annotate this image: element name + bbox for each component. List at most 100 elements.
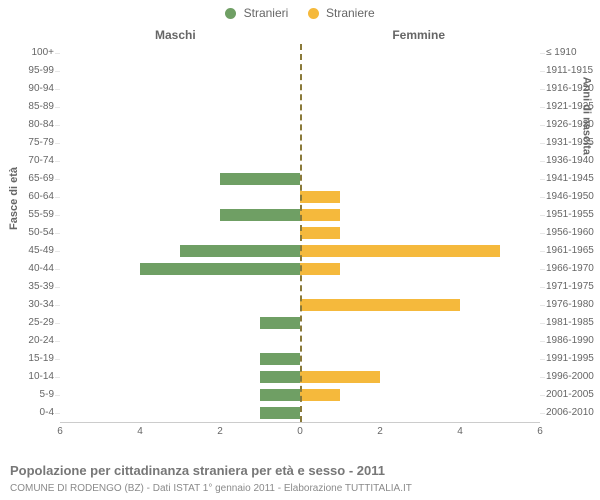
tick-right: [540, 143, 545, 144]
y-axis-title-left: Fasce di età: [8, 167, 20, 230]
tick-right: [540, 161, 545, 162]
birth-year-label: 1971-1975: [546, 278, 594, 296]
birth-year-label: 1961-1965: [546, 242, 594, 260]
tick-left: [55, 89, 60, 90]
age-label: 20-24: [28, 332, 54, 350]
bar-male: [140, 263, 300, 275]
tick-right: [540, 251, 545, 252]
x-axis: 6420246: [60, 422, 540, 444]
tick-left: [55, 305, 60, 306]
age-label: 95-99: [28, 62, 54, 80]
tick-right: [540, 125, 545, 126]
age-label: 15-19: [28, 350, 54, 368]
bar-female: [300, 263, 340, 275]
tick-left: [55, 323, 60, 324]
legend-item-female: Straniere: [308, 6, 375, 20]
age-label: 90-94: [28, 80, 54, 98]
birth-year-label: 1996-2000: [546, 368, 594, 386]
age-label: 5-9: [40, 386, 54, 404]
age-label: 10-14: [28, 368, 54, 386]
tick-left: [55, 71, 60, 72]
tick-right: [540, 71, 545, 72]
tick-right: [540, 413, 545, 414]
chart-subtitle: COMUNE DI RODENGO (BZ) - Dati ISTAT 1° g…: [10, 483, 412, 494]
bar-female: [300, 245, 500, 257]
age-label: 30-34: [28, 296, 54, 314]
bar-male: [180, 245, 300, 257]
tick-left: [55, 107, 60, 108]
bar-female: [300, 389, 340, 401]
tick-left: [55, 233, 60, 234]
tick-right: [540, 287, 545, 288]
age-label: 70-74: [28, 152, 54, 170]
age-label: 75-79: [28, 134, 54, 152]
tick-left: [55, 413, 60, 414]
tick-right: [540, 107, 545, 108]
tick-left: [55, 179, 60, 180]
x-tick-label: 6: [537, 426, 543, 437]
birth-year-label: 1966-1970: [546, 260, 594, 278]
tick-left: [55, 161, 60, 162]
x-tick-label: 2: [377, 426, 383, 437]
bar-male: [260, 389, 300, 401]
x-tick-label: 4: [137, 426, 143, 437]
birth-year-label: 1941-1945: [546, 170, 594, 188]
legend-swatch-male: [225, 8, 236, 19]
age-label: 0-4: [40, 404, 54, 422]
bar-female: [300, 227, 340, 239]
tick-right: [540, 341, 545, 342]
tick-left: [55, 251, 60, 252]
birth-year-label: 1991-1995: [546, 350, 594, 368]
age-label: 45-49: [28, 242, 54, 260]
birth-year-label: 1956-1960: [546, 224, 594, 242]
tick-right: [540, 179, 545, 180]
birth-year-label: 1951-1955: [546, 206, 594, 224]
bar-female: [300, 209, 340, 221]
tick-left: [55, 359, 60, 360]
bar-female: [300, 299, 460, 311]
tick-left: [55, 125, 60, 126]
tick-left: [55, 395, 60, 396]
tick-right: [540, 395, 545, 396]
birth-year-label: 1911-1915: [546, 62, 593, 80]
tick-right: [540, 269, 545, 270]
tick-right: [540, 215, 545, 216]
bar-male: [220, 173, 300, 185]
birth-year-label: 1986-1990: [546, 332, 594, 350]
plot-area: 100+≤ 191095-991911-191590-941916-192085…: [60, 44, 540, 444]
tick-right: [540, 197, 545, 198]
birth-year-label: 1946-1950: [546, 188, 594, 206]
age-label: 100+: [31, 44, 54, 62]
birth-year-label: 1936-1940: [546, 152, 594, 170]
birth-year-label: 2001-2005: [546, 386, 594, 404]
tick-left: [55, 53, 60, 54]
age-label: 50-54: [28, 224, 54, 242]
birth-year-label: 1926-1930: [546, 116, 594, 134]
bar-male: [260, 371, 300, 383]
age-label: 40-44: [28, 260, 54, 278]
bar-male: [260, 407, 300, 419]
birth-year-label: 1916-1920: [546, 80, 594, 98]
tick-right: [540, 359, 545, 360]
tick-right: [540, 53, 545, 54]
legend-label-male: Stranieri: [244, 6, 289, 20]
legend-label-female: Straniere: [326, 6, 375, 20]
tick-right: [540, 305, 545, 306]
tick-right: [540, 323, 545, 324]
tick-left: [55, 143, 60, 144]
age-label: 65-69: [28, 170, 54, 188]
tick-left: [55, 197, 60, 198]
age-label: 35-39: [28, 278, 54, 296]
birth-year-label: ≤ 1910: [546, 44, 577, 62]
age-label: 60-64: [28, 188, 54, 206]
birth-year-label: 2006-2010: [546, 404, 594, 422]
bar-female: [300, 191, 340, 203]
tick-left: [55, 215, 60, 216]
tick-left: [55, 269, 60, 270]
x-axis-baseline: [60, 422, 540, 423]
legend-item-male: Stranieri: [225, 6, 288, 20]
x-tick-label: 6: [57, 426, 63, 437]
bar-male: [220, 209, 300, 221]
chart-container: Stranieri Straniere Maschi Femmine Fasce…: [0, 0, 600, 500]
legend: Stranieri Straniere: [0, 6, 600, 20]
